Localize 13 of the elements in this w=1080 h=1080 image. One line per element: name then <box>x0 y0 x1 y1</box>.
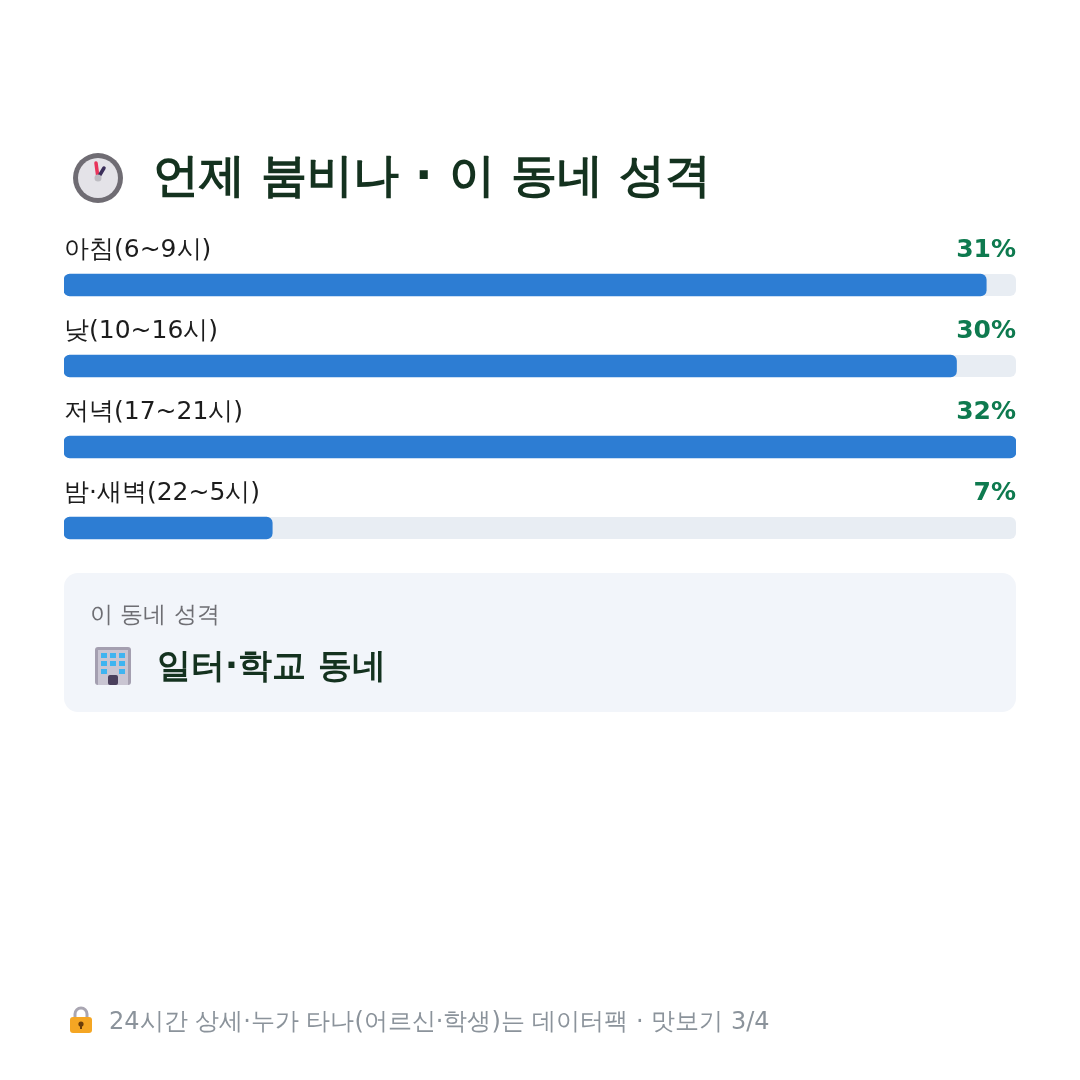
data-label: 7% <box>973 476 1016 506</box>
text: 24시간 상세·누가 타나(어르신·학생)는 데이터팩 · 맛보기 3/4 <box>109 1006 770 1037</box>
bar <box>64 516 273 540</box>
text: 이 동네 성격 <box>90 600 220 629</box>
text: 일터·학교 동네 <box>157 644 386 687</box>
data-label: 32% <box>956 395 1016 425</box>
y-tick-label: 아침(6~9시) <box>64 233 212 263</box>
y-tick-label: 낮(10~16시) <box>64 314 219 344</box>
chart-title: 언제 붐비나 · 이 동네 성격 <box>153 147 711 204</box>
data-label: 30% <box>956 314 1016 344</box>
y-tick-label: 밤·새벽(22~5시) <box>64 476 261 506</box>
y-tick-label: 저녁(17~21시) <box>64 395 244 425</box>
data-label: 31% <box>956 233 1016 263</box>
